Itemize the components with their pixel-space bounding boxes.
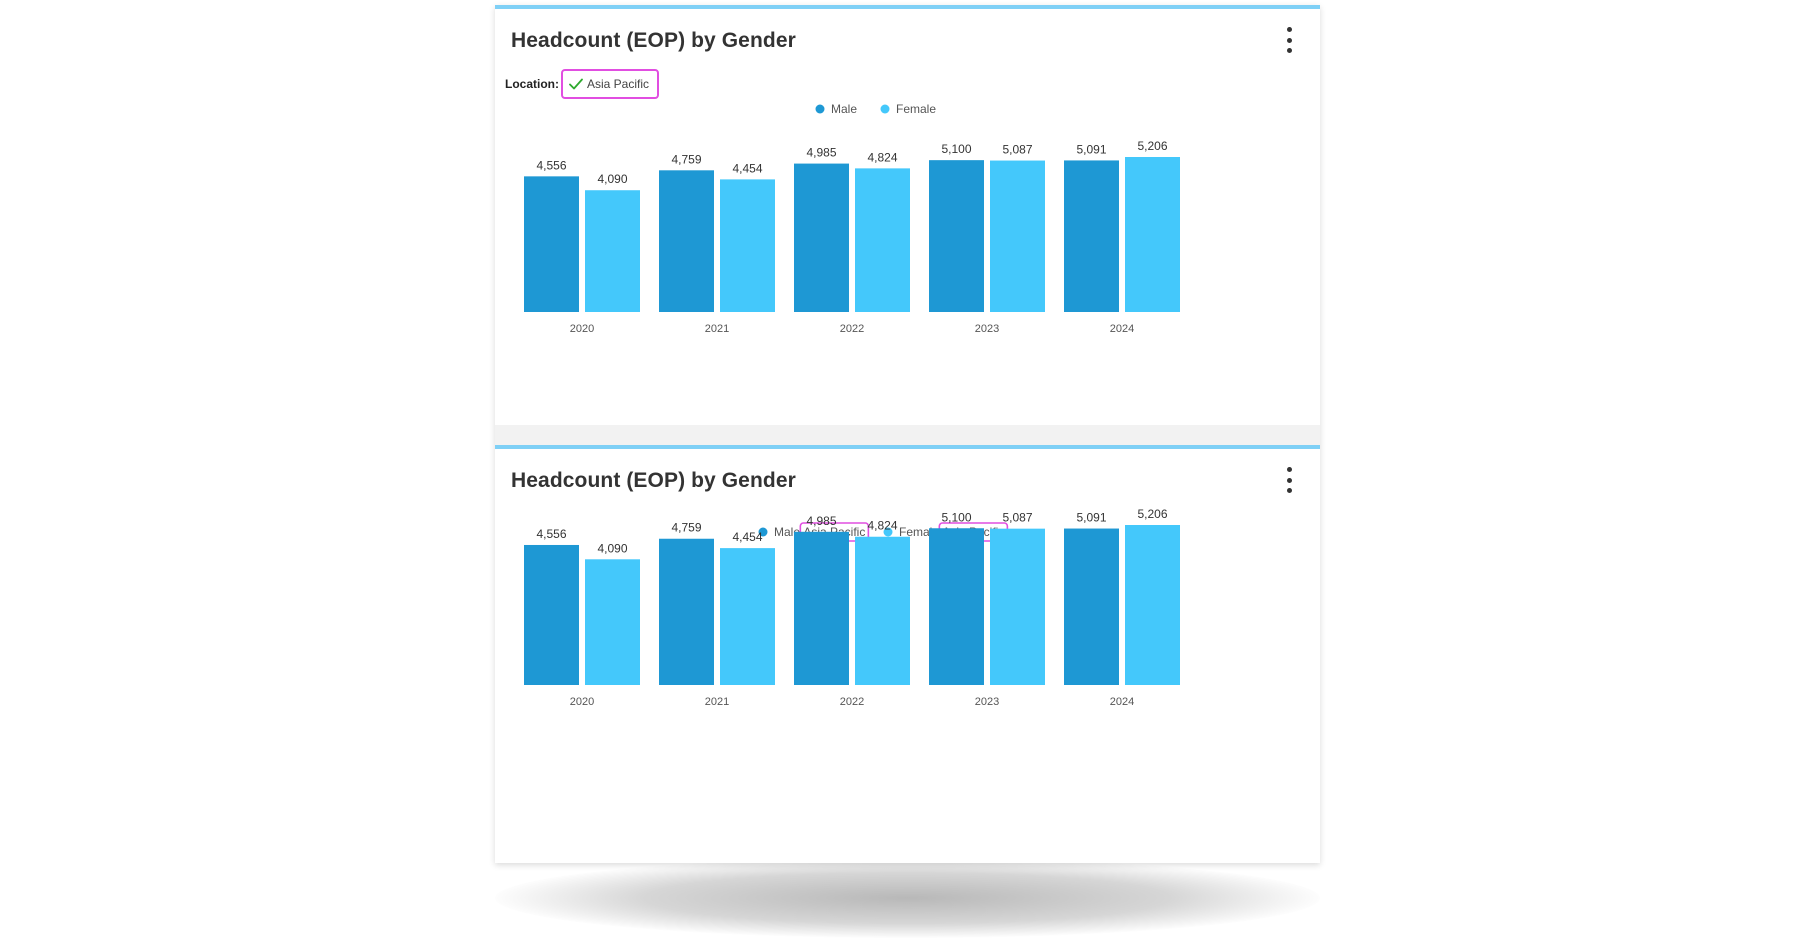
bar-male-2022[interactable] [794, 531, 849, 685]
x-tick-label: 2022 [840, 323, 864, 335]
data-label: 5,100 [941, 142, 971, 156]
data-label: 4,759 [671, 521, 701, 535]
card-title: Headcount (EOP) by Gender [511, 29, 796, 52]
legend-label: Male [774, 525, 800, 539]
data-label: 5,206 [1137, 139, 1167, 153]
filter-value: Asia Pacific [587, 77, 650, 91]
bar-female-2022[interactable] [855, 536, 910, 685]
data-label: 4,090 [597, 172, 627, 186]
bar-male-2020[interactable] [524, 544, 579, 685]
x-tick-label: 2023 [975, 696, 999, 708]
kebab-dot [1286, 467, 1292, 472]
kebab-menu-icon[interactable] [1282, 467, 1296, 493]
data-label: 4,759 [671, 152, 701, 166]
data-label: 4,556 [536, 527, 566, 541]
bar-male-2022[interactable] [794, 163, 849, 312]
legend-swatch [880, 104, 890, 114]
bar-male-2023[interactable] [929, 160, 984, 312]
bar-female-2024[interactable] [1125, 525, 1180, 685]
x-tick-label: 2021 [705, 696, 729, 708]
data-label: 4,556 [536, 158, 566, 172]
data-label: 4,090 [597, 541, 627, 555]
bar-male-2021[interactable] [659, 538, 714, 685]
legend-swatch [815, 104, 825, 114]
headcount-card-filtered: Headcount (EOP) by Gender Location: Asia… [495, 5, 1320, 425]
data-label: 4,985 [806, 146, 836, 160]
panel-drop-shadow [495, 858, 1320, 938]
data-label: 4,454 [732, 161, 762, 175]
dashboard-panels: Headcount (EOP) by Gender Location: Asia… [495, 5, 1320, 863]
bar-female-2021[interactable] [720, 548, 775, 685]
x-tick-label: 2024 [1110, 323, 1134, 335]
kebab-dot [1286, 48, 1292, 53]
bars: 4,556 4,090 2020 4,759 4,454 2021 4,985 4,824 20… [524, 507, 1180, 708]
legend-item-male[interactable]: Male [815, 102, 858, 116]
bar-female-2020[interactable] [585, 559, 640, 685]
data-label: 5,087 [1002, 143, 1032, 157]
card-title: Headcount (EOP) by Gender [511, 469, 796, 492]
bar-male-2024[interactable] [1064, 528, 1119, 685]
kebab-dot [1286, 477, 1292, 483]
data-label: 5,087 [1002, 511, 1032, 525]
data-label: 5,091 [1076, 142, 1106, 156]
data-label: 4,985 [806, 514, 836, 528]
bar-chart: MaleAsia PacificFemaleAsia Pacific4,5564… [524, 507, 1180, 708]
legend-label: Male [831, 102, 857, 116]
bar-female-2023[interactable] [990, 160, 1045, 312]
x-tick-label: 2020 [570, 323, 594, 335]
filter-row: Location: Asia Pacific [505, 69, 660, 99]
bar-chart: Male Female4,5564,09020204,7594,45420214,… [524, 102, 1180, 335]
bar-female-2023[interactable] [990, 528, 1045, 685]
data-label: 4,454 [732, 530, 762, 544]
bar-female-2021[interactable] [720, 179, 775, 312]
kebab-dot [1286, 37, 1292, 43]
bar-male-2021[interactable] [659, 170, 714, 312]
legend-swatch [883, 527, 893, 537]
bar-male-2023[interactable] [929, 528, 984, 685]
kebab-dot [1286, 488, 1292, 493]
headcount-card-series-labeled: Headcount (EOP) by Gender MaleAsia Pacif… [495, 445, 1320, 863]
bar-male-2024[interactable] [1064, 160, 1119, 312]
x-tick-label: 2024 [1110, 696, 1134, 708]
data-label: 5,100 [941, 510, 971, 524]
bar-female-2020[interactable] [585, 190, 640, 312]
bar-female-2024[interactable] [1125, 157, 1180, 312]
legend-item-female[interactable]: Female [880, 102, 937, 116]
kebab-dot [1286, 27, 1292, 32]
data-label: 5,091 [1076, 511, 1106, 525]
filter-label: Location: [505, 77, 559, 91]
legend-swatch [758, 527, 768, 537]
x-tick-label: 2023 [975, 323, 999, 335]
x-tick-label: 2021 [705, 323, 729, 335]
data-label: 4,824 [867, 150, 897, 164]
location-filter-chip[interactable]: Asia Pacific [561, 69, 660, 99]
x-tick-label: 2020 [570, 696, 594, 708]
kebab-menu-icon[interactable] [1282, 27, 1296, 53]
data-label: 5,206 [1137, 507, 1167, 521]
x-tick-label: 2022 [840, 696, 864, 708]
bar-male-2020[interactable] [524, 176, 579, 312]
bar-female-2022[interactable] [855, 168, 910, 312]
data-label: 4,824 [867, 519, 897, 533]
check-icon [569, 78, 583, 90]
chart-legend: Male Female [815, 102, 937, 116]
bars: 4,556 4,090 2020 4,759 4,454 2021 4,985 4,824 20… [524, 139, 1180, 335]
legend-label: Female [896, 102, 936, 116]
